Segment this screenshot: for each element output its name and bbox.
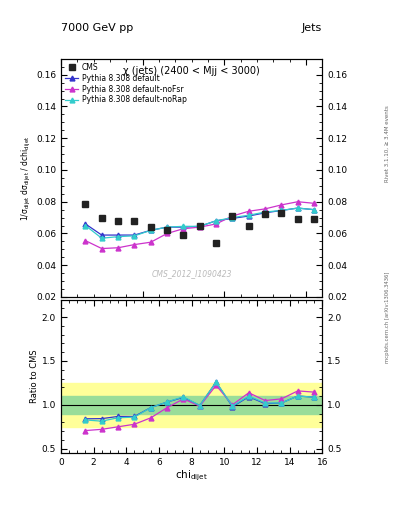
Pythia 8.308 default <box>99 232 104 238</box>
Pythia 8.308 default-noRap <box>312 206 316 213</box>
Pythia 8.308 default-noRap <box>279 207 284 214</box>
Pythia 8.308 default-noRap <box>246 212 251 218</box>
Text: mcplots.cern.ch [arXiv:1306.3436]: mcplots.cern.ch [arXiv:1306.3436] <box>385 272 389 363</box>
Pythia 8.308 default <box>83 221 88 227</box>
Pythia 8.308 default <box>149 227 153 233</box>
Pythia 8.308 default-noFsr <box>246 208 251 215</box>
Line: Pythia 8.308 default: Pythia 8.308 default <box>83 206 316 238</box>
Pythia 8.308 default <box>296 205 300 211</box>
Pythia 8.308 default <box>132 232 137 238</box>
Line: Pythia 8.308 default-noRap: Pythia 8.308 default-noRap <box>83 206 316 241</box>
Text: χ (jets) (2400 < Mjj < 3000): χ (jets) (2400 < Mjj < 3000) <box>123 66 260 76</box>
Pythia 8.308 default-noFsr <box>116 245 120 251</box>
Pythia 8.308 default-noRap <box>263 209 268 215</box>
CMS <box>263 211 268 218</box>
Pythia 8.308 default-noRap <box>83 222 88 228</box>
CMS <box>99 215 104 221</box>
Pythia 8.308 default <box>230 216 235 222</box>
Pythia 8.308 default-noRap <box>214 218 219 224</box>
Pythia 8.308 default-noFsr <box>83 238 88 244</box>
Line: Pythia 8.308 default-noFsr: Pythia 8.308 default-noFsr <box>83 199 316 251</box>
Pythia 8.308 default-noFsr <box>181 226 186 232</box>
Pythia 8.308 default-noFsr <box>230 213 235 219</box>
Pythia 8.308 default-noFsr <box>296 199 300 205</box>
Pythia 8.308 default-noRap <box>132 233 137 239</box>
Text: 7000 GeV pp: 7000 GeV pp <box>61 23 133 33</box>
Pythia 8.308 default <box>312 206 316 213</box>
CMS <box>197 222 202 228</box>
Pythia 8.308 default-noFsr <box>165 230 169 237</box>
Bar <box>61 383 322 427</box>
Pythia 8.308 default-noRap <box>181 223 186 229</box>
Text: Rivet 3.1.10, ≥ 3.4M events: Rivet 3.1.10, ≥ 3.4M events <box>385 105 389 182</box>
CMS <box>214 240 219 246</box>
Pythia 8.308 default-noRap <box>165 224 169 230</box>
Pythia 8.308 default <box>116 232 120 238</box>
Pythia 8.308 default <box>165 224 169 230</box>
CMS <box>83 201 88 207</box>
Pythia 8.308 default-noRap <box>230 215 235 221</box>
CMS <box>312 216 316 222</box>
Text: Jets: Jets <box>302 23 322 33</box>
CMS <box>246 222 251 228</box>
Y-axis label: Ratio to CMS: Ratio to CMS <box>30 350 39 403</box>
CMS <box>296 216 300 222</box>
Pythia 8.308 default <box>181 224 186 230</box>
Line: CMS: CMS <box>82 201 317 246</box>
X-axis label: chi$_\mathregular{dijet}$: chi$_\mathregular{dijet}$ <box>175 468 208 483</box>
Pythia 8.308 default-noRap <box>296 205 300 211</box>
CMS <box>132 218 137 224</box>
Pythia 8.308 default-noFsr <box>149 239 153 245</box>
Pythia 8.308 default-noRap <box>149 227 153 233</box>
Pythia 8.308 default-noFsr <box>197 224 202 230</box>
Bar <box>61 396 322 414</box>
Pythia 8.308 default <box>279 207 284 214</box>
Pythia 8.308 default <box>246 213 251 219</box>
Pythia 8.308 default-noFsr <box>132 242 137 248</box>
CMS <box>149 224 153 230</box>
Pythia 8.308 default <box>197 223 202 229</box>
CMS <box>165 227 169 233</box>
Text: CMS_2012_I1090423: CMS_2012_I1090423 <box>151 269 232 278</box>
Pythia 8.308 default <box>214 218 219 224</box>
Legend: CMS, Pythia 8.308 default, Pythia 8.308 default-noFsr, Pythia 8.308 default-noRa: CMS, Pythia 8.308 default, Pythia 8.308 … <box>63 61 188 106</box>
CMS <box>279 210 284 216</box>
Pythia 8.308 default-noFsr <box>263 206 268 212</box>
Pythia 8.308 default-noRap <box>197 223 202 229</box>
Pythia 8.308 default-noRap <box>99 235 104 241</box>
CMS <box>116 218 120 224</box>
Pythia 8.308 default <box>263 210 268 216</box>
CMS <box>230 213 235 219</box>
Pythia 8.308 default-noFsr <box>279 202 284 208</box>
Pythia 8.308 default-noFsr <box>99 245 104 251</box>
CMS <box>181 232 186 238</box>
Pythia 8.308 default-noFsr <box>214 221 219 227</box>
Y-axis label: 1/σ$_\mathregular{dijet}$ dσ$_\mathregular{dijet}$ / dchi$_\mathregular{dijet}$: 1/σ$_\mathregular{dijet}$ dσ$_\mathregul… <box>20 135 33 221</box>
Pythia 8.308 default-noRap <box>116 233 120 240</box>
Pythia 8.308 default-noFsr <box>312 200 316 206</box>
